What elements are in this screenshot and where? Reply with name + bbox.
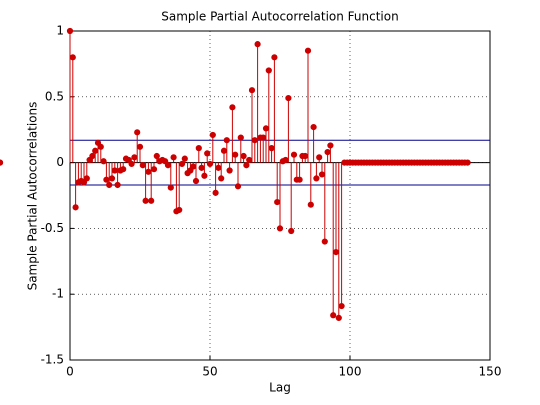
x-tick-label: 100 [339,365,362,379]
stem-marker [220,147,228,154]
stem-marker [204,150,211,157]
stem-marker [209,131,216,139]
y-tick-label: -1.5 [41,353,64,367]
stem-marker [100,158,107,165]
y-axis-label: Sample Partial Autocorrelations [26,102,40,291]
stem-marker [302,152,309,160]
x-axis-label: Lag [269,381,291,395]
stem-marker [307,201,314,208]
stem-marker [108,175,116,182]
stem-marker [0,159,4,166]
stem-marker [190,163,197,170]
stem-marker [282,156,289,164]
stem-marker [120,166,127,173]
stem-marker [290,151,298,158]
stem-marker [139,162,146,169]
stem-marker [237,134,244,141]
stem-marker [260,134,267,141]
stem-marker [265,67,272,74]
y-tick-label: -1 [52,287,64,301]
stem-marker [332,248,340,256]
stem-marker [327,142,334,149]
stem-marker [72,204,79,211]
stem-marker [153,152,160,160]
stem-marker [106,181,113,189]
x-tick-label: 150 [479,365,502,379]
stem-marker [164,162,172,169]
stem-marker [178,160,186,168]
y-tick-label: 0 [56,155,64,169]
stem-marker [316,154,323,161]
stem-marker [232,151,239,158]
x-tick-label: 50 [202,365,217,379]
stem-marker [148,197,155,204]
stem-marker [128,160,135,168]
stem-marker [215,164,222,171]
stem-marker [276,225,284,232]
stem-marker [223,137,230,144]
stem-marker [288,227,295,235]
stem-marker [212,189,219,196]
stem-marker [83,175,90,182]
stem-marker [89,152,96,160]
stem-marker [262,125,270,132]
stem-marker [304,47,312,54]
stem-marker [195,145,202,152]
stem-marker [201,172,208,179]
stem-marker [66,27,74,35]
stem-marker [464,159,471,166]
stem-marker [318,171,326,178]
stem-marker [254,41,261,48]
stem-marker [218,175,225,182]
stem-marker [150,166,158,173]
stem-marker [170,154,177,161]
stem-marker [145,168,152,175]
stem-marker [240,152,247,160]
stem-marker [324,148,331,156]
stem-marker [198,164,205,171]
stem-marker [103,176,110,183]
stem-marker [229,104,236,111]
stem-marker [97,143,104,150]
stem-marker [321,238,328,245]
stem-marker [181,155,188,162]
stem-marker [274,198,281,206]
stem-marker [69,54,76,61]
stem-marker [142,197,149,204]
stem-marker [131,154,138,161]
y-tick-label: -0.5 [41,221,64,235]
stem-marker [330,312,337,319]
stem-marker [136,143,144,150]
stem-marker [268,145,275,152]
stem-marker [251,137,258,144]
stem-marker [176,206,183,214]
stem-marker [271,54,278,61]
stem-marker [114,181,121,189]
stem-marker [246,156,253,164]
stem-marker [313,175,320,182]
stem-marker [206,160,214,168]
stem-marker [167,184,174,191]
stem-marker [111,167,118,174]
stem-marker [285,95,292,102]
stem-marker [92,147,99,154]
stem-marker [296,176,303,183]
stem-marker [335,314,342,321]
stem-marker [192,177,200,185]
chart-title: Sample Partial Autocorrelation Function [161,10,398,24]
y-tick-label: 1 [56,24,64,38]
stem-marker [243,162,250,169]
stem-marker [248,87,256,94]
y-tick-label: 0.5 [45,89,64,103]
x-tick-label: 0 [66,365,74,379]
stem-marker [310,123,317,131]
stem-marker [134,129,141,136]
stem-marker [226,167,233,174]
stem-marker [234,183,242,190]
stem-marker [338,302,345,310]
